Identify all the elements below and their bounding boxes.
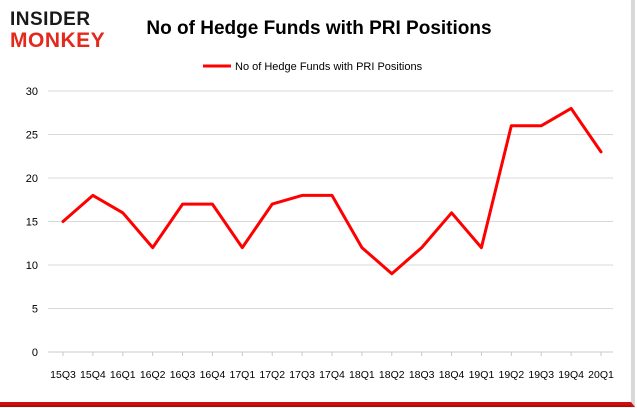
x-tick-label: 16Q1 — [110, 369, 136, 381]
gridlines — [48, 90, 613, 353]
x-tick-label: 19Q2 — [498, 369, 524, 381]
y-tick-label: 0 — [32, 347, 38, 359]
x-tick-label: 18Q2 — [379, 369, 405, 381]
x-tick-label: 19Q3 — [528, 369, 554, 381]
x-tick-label: 17Q1 — [229, 369, 255, 381]
x-tick-label: 16Q3 — [170, 369, 196, 381]
x-tick-label: 16Q4 — [200, 369, 226, 381]
x-tick-label: 17Q3 — [289, 369, 315, 381]
x-tick-label: 17Q4 — [319, 369, 345, 381]
y-tick-label: 25 — [26, 130, 38, 142]
x-tick-label: 18Q4 — [439, 369, 465, 381]
x-tick-label: 18Q1 — [349, 369, 375, 381]
insider-monkey-logo: INSIDER MONKEY — [10, 9, 105, 51]
x-tick-label: 19Q1 — [469, 369, 495, 381]
y-tick-label: 20 — [26, 173, 38, 185]
y-axis: 0 5 10 15 20 25 30 — [26, 86, 38, 359]
chart-title: No of Hedge Funds with PRI Positions — [146, 18, 491, 39]
y-tick-label: 5 — [32, 304, 38, 316]
y-tick-label: 15 — [26, 217, 38, 229]
logo-line-monkey: MONKEY — [10, 29, 105, 51]
legend: No of Hedge Funds with PRI Positions — [203, 61, 423, 73]
series-line-0 — [61, 106, 603, 276]
y-tick-label: 30 — [26, 86, 38, 98]
x-tick-label: 15Q4 — [80, 369, 106, 381]
x-tick-label: 16Q2 — [140, 369, 166, 381]
x-tick-label: 17Q2 — [259, 369, 285, 381]
logo-line-insider: INSIDER — [10, 9, 91, 30]
x-axis: 15Q3 15Q4 16Q1 16Q2 16Q3 16Q4 17Q1 17Q2 17Q3 17Q4… — [50, 352, 614, 381]
legend-label: No of Hedge Funds with PRI Positions — [235, 61, 423, 73]
x-tick-label: 19Q4 — [558, 369, 584, 381]
x-tick-label: 15Q3 — [50, 369, 76, 381]
y-tick-label: 10 — [26, 260, 38, 272]
x-tick-label: 18Q3 — [409, 369, 435, 381]
series-layer — [61, 106, 603, 276]
x-tick-label: 20Q1 — [588, 369, 614, 381]
